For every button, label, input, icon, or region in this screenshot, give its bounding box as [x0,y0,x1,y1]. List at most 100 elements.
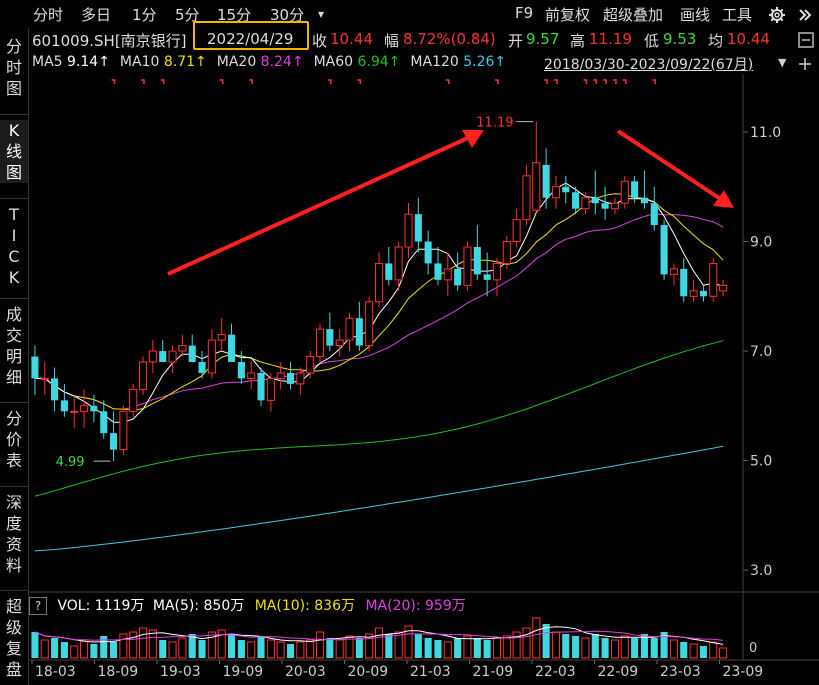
ma-legend-label: MA120 [410,54,464,70]
sidebar-group-5[interactable]: 深度资料 [0,492,28,576]
candle-body [522,175,531,221]
volume-bar [709,641,718,659]
date-range[interactable]: 2018/03/30-2023/09/22(67月) [544,57,754,73]
x-tick-label: 20-09 [348,664,389,680]
volume-bar [80,639,89,659]
sidebar-char: 分 [5,37,22,56]
volume-bar [90,644,98,658]
candle-body [394,246,403,281]
uptrend-arrow [167,130,484,276]
candle-body [454,268,462,286]
sidebar-char: C [8,247,20,266]
event-marker [111,79,116,84]
candle-body [227,334,236,363]
candle-body [286,372,295,384]
tab-30min[interactable]: 30分 [270,6,305,24]
candle-body [217,334,226,341]
candle-body [365,301,374,347]
volume-bar [148,629,157,659]
candle-body [532,162,541,211]
candle-body [542,164,550,198]
tools-button[interactable]: 工具 [722,6,753,24]
stock-code: 601009.SH[南京银行] [32,32,187,50]
volume-bar [719,647,728,659]
volume-bar [473,638,481,658]
vol-ma5: MA(5): 850万 [152,598,245,614]
gear-icon[interactable] [768,6,786,24]
candle-body [237,362,245,379]
volume-bar [680,642,688,658]
event-marker [612,79,617,84]
ma5-line [34,182,724,423]
candle-body [40,377,49,380]
sidebar-group-3[interactable]: 成交明细 [0,304,28,388]
x-tick-label: 22-09 [598,664,639,680]
period-dropdown[interactable]: ▾ [318,7,325,21]
adjust-button[interactable]: 前复权 [545,6,591,24]
ma-legend-label: MA5 [32,54,68,70]
candle-body [404,213,413,248]
sidebar-char: 图 [5,163,22,182]
sidebar-divider [0,590,28,591]
candle-body [640,197,648,204]
ma-legend-value: 5.26↑ [463,54,507,70]
draw-button[interactable]: 画线 [680,6,711,24]
zoom-icon[interactable] [797,56,813,72]
tab-15min[interactable]: 15分 [217,6,252,24]
ma-legend-label: MA10 [119,54,164,70]
tab-multi-day[interactable]: 多日 [81,6,112,24]
x-tick-label: 19-03 [160,664,201,680]
volume-bar [581,637,590,659]
candle-body [296,372,305,385]
range-dropdown-icon[interactable]: ▼ [778,56,787,69]
x-tick-label: 22-03 [535,664,576,680]
volume-bar [355,638,363,658]
volume-bar [660,632,668,658]
candle-body [148,350,157,363]
ma-legend-value: 9.14↑ [67,54,110,70]
sidebar-group-4[interactable]: 分价表 [0,408,28,471]
high-label: 高 [570,32,586,50]
collapse-icon[interactable] [798,32,814,48]
candle-body [572,192,580,209]
volume-bar [168,641,177,659]
f9-button[interactable]: F9 [515,4,534,22]
volume-bar [207,631,216,659]
sidebar-group-6[interactable]: 超级复盘 [0,596,28,680]
help-icon[interactable]: ? [29,597,47,615]
sidebar-char: 细 [5,368,22,387]
volume-bar [502,635,511,659]
expand-right-icon[interactable] [797,7,813,23]
volume-bar [306,639,315,659]
candle-body [512,219,521,243]
kline-chart[interactable]: 3.0 5.0 7.0 9.0 11.0 11.19 4.99 0 18-03 18-09 1… [29,74,819,685]
high-value: 11.19 [589,30,632,48]
candle-body [315,328,325,358]
sidebar-divider [0,114,28,115]
candle-body [276,372,285,379]
quote-info-bar: 601009.SH[南京银行] 2022/04/29 收 10.44 幅 8.7… [0,28,819,50]
sidebar-char: I [11,226,17,245]
volume-bar [443,641,452,659]
sidebar-divider [0,198,28,199]
event-marker [652,79,657,84]
volume-ma10-line [34,630,724,641]
candle-body [414,214,422,242]
x-tick-label: 18-09 [98,664,139,680]
ma120-line [34,445,724,552]
sidebar-char: 深 [5,493,22,512]
tab-5min[interactable]: 5分 [175,6,200,24]
sidebar-char: 图 [5,79,22,98]
tab-1min[interactable]: 1分 [132,6,157,24]
overlay-button[interactable]: 超级叠加 [603,6,664,24]
candle-body [168,350,177,363]
volume-bar [40,639,49,659]
x-tick-label: 19-09 [223,664,264,680]
tab-intraday[interactable]: 分时 [33,6,64,24]
sidebar-group-0[interactable]: 分时图 [0,36,28,99]
event-marker [249,79,253,84]
volume-bar [257,636,265,658]
volume-bar [434,640,442,658]
